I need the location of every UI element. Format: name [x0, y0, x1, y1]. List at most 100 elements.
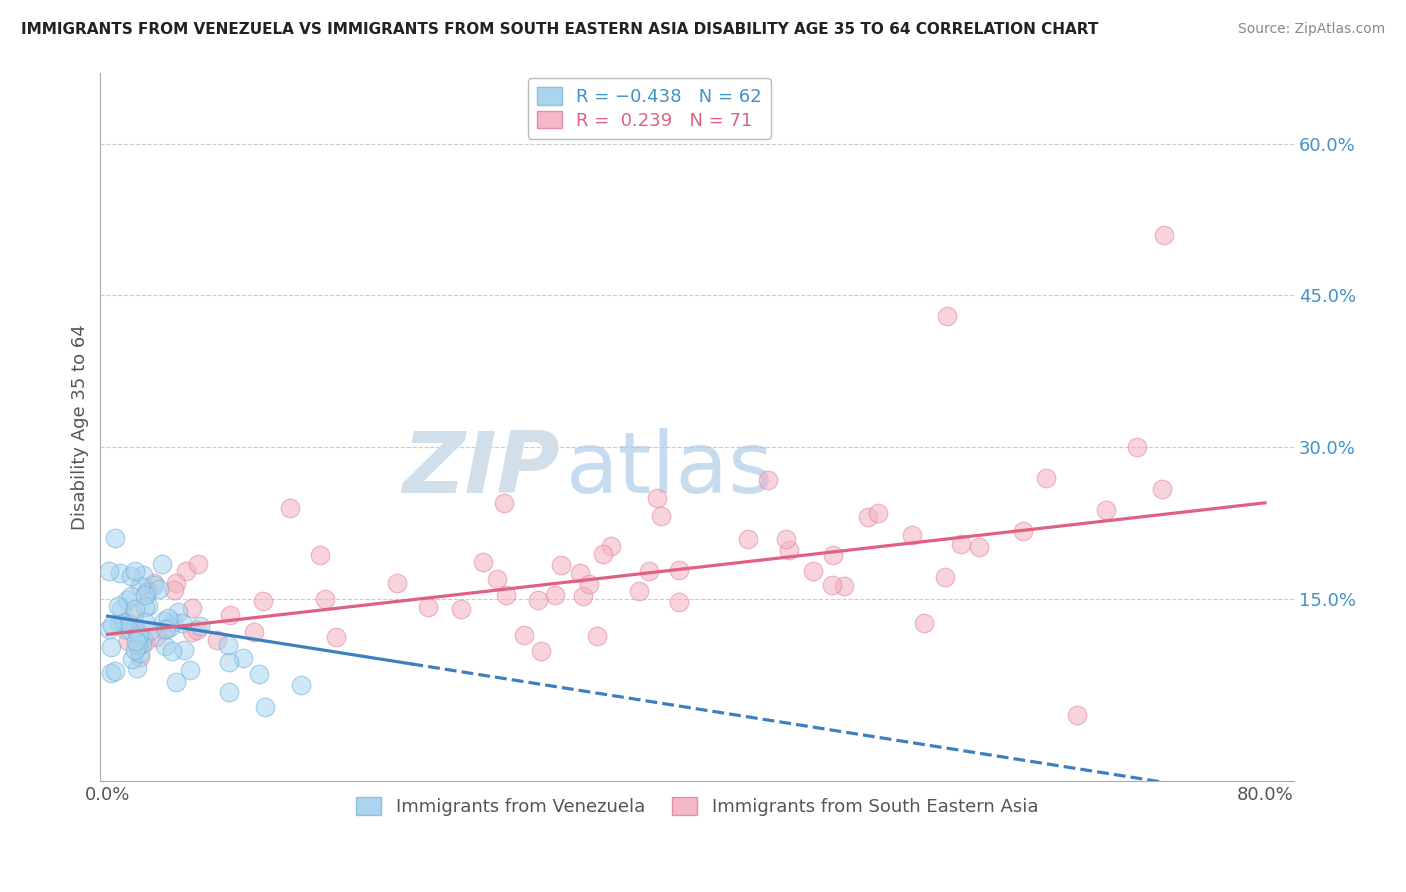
Point	[104, 531, 127, 545]
Point	[100, 640, 122, 655]
Point	[181, 601, 204, 615]
Point	[550, 558, 572, 573]
Point	[173, 643, 195, 657]
Point	[101, 617, 124, 632]
Text: Source: ZipAtlas.com: Source: ZipAtlas.com	[1237, 22, 1385, 37]
Point	[856, 510, 879, 524]
Point	[1126, 440, 1149, 454]
Point	[117, 634, 139, 648]
Point	[100, 666, 122, 681]
Point	[114, 622, 136, 636]
Point	[775, 532, 797, 546]
Point	[218, 656, 240, 670]
Point	[278, 500, 301, 515]
Point	[650, 508, 672, 523]
Point	[1011, 524, 1033, 538]
Point	[128, 646, 150, 660]
Legend: Immigrants from Venezuela, Immigrants from South Eastern Asia: Immigrants from Venezuela, Immigrants fr…	[347, 789, 1047, 825]
Point	[308, 548, 330, 562]
Point	[121, 652, 143, 666]
Point	[179, 663, 201, 677]
Point	[127, 638, 149, 652]
Point	[134, 615, 156, 630]
Point	[125, 661, 148, 675]
Point	[188, 619, 211, 633]
Point	[142, 575, 165, 590]
Point	[135, 584, 157, 599]
Point	[934, 570, 956, 584]
Point	[186, 623, 208, 637]
Point	[153, 623, 176, 637]
Point	[218, 607, 240, 622]
Point	[128, 649, 150, 664]
Point	[756, 473, 779, 487]
Point	[1095, 503, 1118, 517]
Point	[1153, 227, 1175, 242]
Point	[513, 628, 536, 642]
Point	[159, 620, 181, 634]
Point	[170, 616, 193, 631]
Point	[569, 566, 592, 581]
Point	[290, 677, 312, 691]
Point	[155, 622, 177, 636]
Point	[1152, 482, 1174, 496]
Point	[165, 674, 187, 689]
Point	[592, 547, 614, 561]
Point	[145, 631, 167, 645]
Point	[120, 568, 142, 582]
Point	[801, 565, 824, 579]
Point	[124, 642, 146, 657]
Point	[131, 567, 153, 582]
Point	[112, 615, 135, 629]
Point	[163, 582, 186, 597]
Point	[901, 528, 924, 542]
Point	[156, 611, 179, 625]
Point	[174, 564, 197, 578]
Point	[450, 602, 472, 616]
Point	[494, 496, 516, 510]
Point	[148, 582, 170, 596]
Point	[131, 637, 153, 651]
Point	[526, 593, 548, 607]
Point	[104, 664, 127, 678]
Point	[134, 600, 156, 615]
Text: IMMIGRANTS FROM VENEZUELA VS IMMIGRANTS FROM SOUTH EASTERN ASIA DISABILITY AGE 3: IMMIGRANTS FROM VENEZUELA VS IMMIGRANTS …	[21, 22, 1098, 37]
Point	[821, 578, 844, 592]
Point	[495, 588, 517, 602]
Point	[125, 634, 148, 648]
Point	[737, 532, 759, 546]
Point	[385, 576, 408, 591]
Point	[152, 614, 174, 628]
Point	[243, 625, 266, 640]
Point	[134, 588, 156, 602]
Point	[778, 542, 800, 557]
Point	[167, 605, 190, 619]
Point	[112, 615, 135, 630]
Point	[120, 624, 142, 639]
Point	[217, 638, 239, 652]
Point	[866, 506, 889, 520]
Point	[1035, 471, 1057, 485]
Point	[181, 624, 204, 639]
Point	[118, 616, 141, 631]
Point	[247, 666, 270, 681]
Point	[232, 651, 254, 665]
Point	[218, 685, 240, 699]
Point	[128, 628, 150, 642]
Point	[821, 548, 844, 562]
Point	[129, 579, 152, 593]
Point	[530, 644, 553, 658]
Point	[485, 572, 508, 586]
Point	[124, 602, 146, 616]
Point	[153, 639, 176, 653]
Point	[110, 601, 132, 615]
Point	[544, 588, 567, 602]
Point	[162, 615, 184, 629]
Point	[150, 558, 173, 572]
Point	[143, 578, 166, 592]
Point	[950, 537, 973, 551]
Point	[124, 623, 146, 637]
Point	[139, 623, 162, 637]
Point	[136, 584, 159, 599]
Point	[472, 555, 495, 569]
